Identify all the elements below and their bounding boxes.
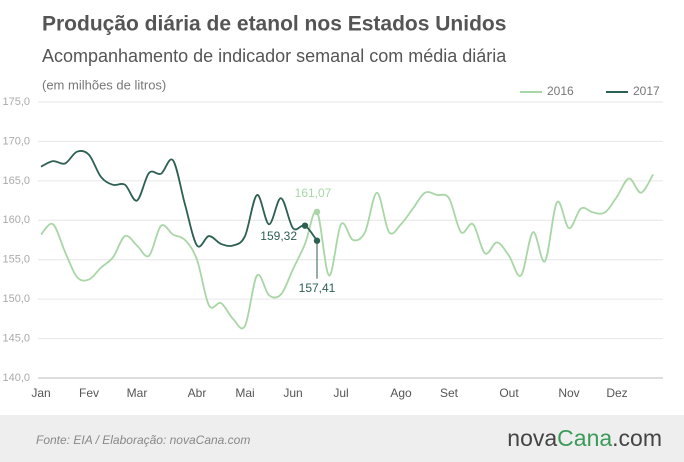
series-line [40, 150, 318, 248]
chart-subtitle: Acompanhamento de indicador semanal com … [42, 46, 507, 66]
x-tick-label: Jun [283, 386, 302, 400]
y-tick-label: 175,0 [2, 96, 30, 108]
y-tick-label: 160,0 [2, 214, 30, 226]
x-tick-label: Abr [188, 386, 207, 400]
series-line [40, 174, 654, 330]
x-tick-label: Mar [127, 386, 148, 400]
data-label: 159,32 [260, 229, 297, 243]
x-tick-label: Mai [235, 386, 254, 400]
x-tick-label: Ago [390, 386, 412, 400]
data-label: 161,07 [295, 186, 332, 200]
x-tick-label: Set [440, 386, 459, 400]
x-tick-label: Jul [333, 386, 348, 400]
data-label: 157,41 [299, 281, 336, 295]
y-tick-label: 150,0 [2, 293, 30, 305]
y-tick-label: 165,0 [2, 175, 30, 187]
y-tick-label: 145,0 [2, 332, 30, 344]
chart-title: Produção diária de etanol nos Estados Un… [42, 13, 506, 36]
x-tick-label: Dez [606, 386, 627, 400]
legend-label: 2017 [633, 84, 660, 98]
y-tick-label: 140,0 [2, 372, 30, 384]
source: Fonte: EIA / Elaboração: novaCana.com [36, 433, 250, 447]
point [313, 208, 321, 216]
x-tick-label: Nov [558, 386, 579, 400]
x-tick-label: Fev [79, 386, 99, 400]
footer-band [0, 415, 684, 462]
logo-part: .com [612, 425, 662, 451]
annotation: (em milhões de litros) [42, 77, 166, 92]
y-tick-label: 155,0 [2, 254, 30, 266]
logo: novaCana.com [507, 425, 662, 451]
point [301, 222, 309, 229]
logo-part: nova [507, 425, 557, 451]
legend-label: 2016 [547, 84, 574, 98]
x-tick-label: Jan [31, 386, 50, 400]
y-tick-label: 170,0 [2, 135, 30, 147]
logo-part: Cana [557, 425, 612, 451]
x-tick-label: Out [499, 386, 519, 400]
